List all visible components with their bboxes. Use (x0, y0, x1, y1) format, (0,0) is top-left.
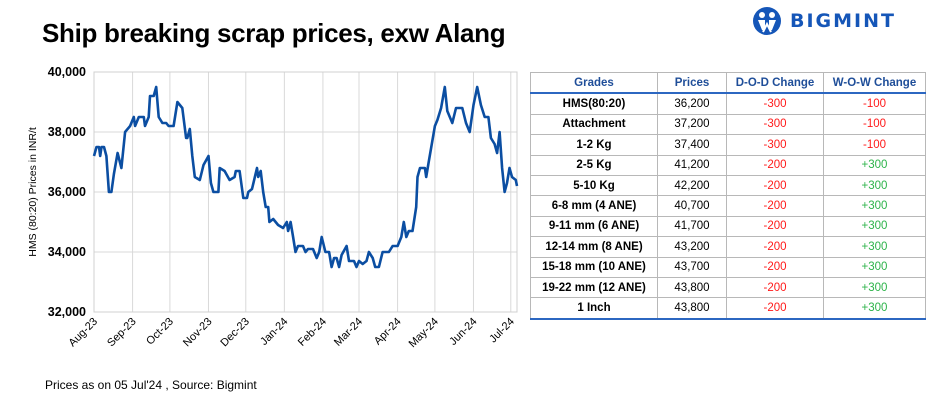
price-cell: 42,200 (657, 174, 727, 197)
dod-change-cell: -200 (726, 276, 824, 299)
grade-cell: 6-8 mm (4 ANE) (530, 195, 658, 217)
grade-cell: 5-10 Kg (530, 174, 658, 197)
price-cell: 41,200 (657, 154, 727, 176)
x-tick-label: May-24 (407, 316, 441, 350)
table-row: Attachment 37,200 -300 -100 (530, 113, 926, 136)
x-tick-label: Dec-23 (218, 316, 252, 350)
grade-cell: 12-14 mm (8 ANE) (530, 236, 658, 258)
table-row: 5-10 Kg 42,200 -200 +300 (530, 174, 926, 197)
wow-change-cell: -100 (823, 113, 926, 136)
price-cell: 41,700 (657, 215, 727, 238)
wow-change-cell: -100 (823, 134, 926, 156)
y-tick-label: 40,000 (48, 65, 86, 79)
table-row: 2-5 Kg 41,200 -200 +300 (530, 154, 926, 176)
footer-source-note: Prices as on 05 Jul'24 , Source: Bigmint (45, 378, 257, 392)
dod-change-cell: -300 (726, 113, 824, 136)
x-tick-label: Feb-24 (296, 316, 329, 349)
table-row: HMS(80:20) 36,200 -300 -100 (530, 92, 926, 115)
wow-change-cell: +300 (823, 154, 926, 176)
x-tick-label: Oct-23 (144, 316, 176, 348)
y-tick-label: 38,000 (48, 125, 86, 139)
price-cell: 37,200 (657, 113, 727, 136)
grade-cell: HMS(80:20) (530, 92, 658, 115)
price-cell: 43,200 (657, 236, 727, 258)
price-cell: 43,700 (657, 256, 727, 278)
table-row: 15-18 mm (10 ANE) 43,700 -200 +300 (530, 256, 926, 278)
dod-change-cell: -200 (726, 215, 824, 238)
plot-area-border (93, 71, 518, 313)
grade-cell: 9-11 mm (6 ANE) (530, 215, 658, 238)
table-row: 19-22 mm (12 ANE) 43,800 -200 +300 (530, 276, 926, 299)
grade-cell: 15-18 mm (10 ANE) (530, 256, 658, 278)
wow-change-cell: +300 (823, 297, 926, 320)
grade-cell: 1 Inch (530, 297, 658, 320)
wow-change-cell: +300 (823, 276, 926, 299)
x-tick-label: Jul-24 (487, 316, 517, 346)
y-tick-label: 32,000 (48, 305, 86, 319)
grade-cell: Attachment (530, 113, 658, 136)
price-cell: 40,700 (657, 195, 727, 217)
bigmint-logo-text: BIGMINT (790, 10, 896, 32)
series-line-hms-80-20 (92, 85, 519, 269)
dod-change-cell: -300 (726, 92, 824, 115)
dod-change-cell: -200 (726, 174, 824, 197)
x-tick-label: Jun-24 (447, 316, 479, 348)
dod-change-cell: -300 (726, 134, 824, 156)
x-tick-label: Apr-24 (372, 316, 404, 348)
x-tick-label: Sep-23 (105, 316, 139, 350)
bigmint-logo-icon (753, 7, 781, 35)
price-cell: 43,800 (657, 276, 727, 299)
price-line-chart: 32,000 34,000 36,000 38,000 40,000 Aug-23 Sep-… (27, 65, 519, 350)
bigmint-logo: BIGMINT (752, 6, 896, 36)
table-header: Grades (530, 72, 658, 95)
dod-change-cell: -200 (726, 195, 824, 217)
y-tick-label: 34,000 (48, 245, 86, 259)
wow-change-cell: -100 (823, 92, 926, 115)
table-row: 1 Inch 43,800 -200 +300 (530, 297, 926, 320)
wow-change-cell: +300 (823, 174, 926, 197)
dod-change-cell: -200 (726, 236, 824, 258)
dod-change-cell: -200 (726, 297, 824, 320)
grade-cell: 2-5 Kg (530, 154, 658, 176)
wow-change-cell: +300 (823, 256, 926, 278)
price-cell: 36,200 (657, 92, 727, 115)
table-header: Prices (657, 72, 727, 95)
table-row: 6-8 mm (4 ANE) 40,700 -200 +300 (530, 195, 926, 217)
dod-change-cell: -200 (726, 256, 824, 278)
wow-change-cell: +300 (823, 215, 926, 238)
x-tick-label: Jan-24 (258, 316, 290, 348)
price-cell: 37,400 (657, 134, 727, 156)
wow-change-cell: +300 (823, 236, 926, 258)
table-row: 1-2 Kg 37,400 -300 -100 (530, 134, 926, 156)
table-row: 9-11 mm (6 ANE) 41,700 -200 +300 (530, 215, 926, 238)
y-axis-label: HMS (80:20) Prices in INR/t (27, 127, 39, 257)
x-tick-label: Mar-24 (332, 316, 365, 349)
price-cell: 43,800 (657, 297, 727, 320)
table-header: D-O-D Change (726, 72, 824, 95)
x-tick-label: Nov-23 (181, 316, 215, 350)
grades-price-table: Grades Prices D-O-D Change W-O-W Change HMS… (530, 72, 926, 320)
table-row: 12-14 mm (8 ANE) 43,200 -200 +300 (530, 236, 926, 258)
y-tick-label: 36,000 (48, 185, 86, 199)
dod-change-cell: -200 (726, 154, 824, 176)
grade-cell: 1-2 Kg (530, 134, 658, 156)
table-header: W-O-W Change (823, 72, 926, 95)
grade-cell: 19-22 mm (12 ANE) (530, 276, 658, 299)
wow-change-cell: +300 (823, 195, 926, 217)
x-tick-label: Aug-23 (67, 316, 101, 350)
page-title: Ship breaking scrap prices, exw Alang (42, 18, 506, 48)
